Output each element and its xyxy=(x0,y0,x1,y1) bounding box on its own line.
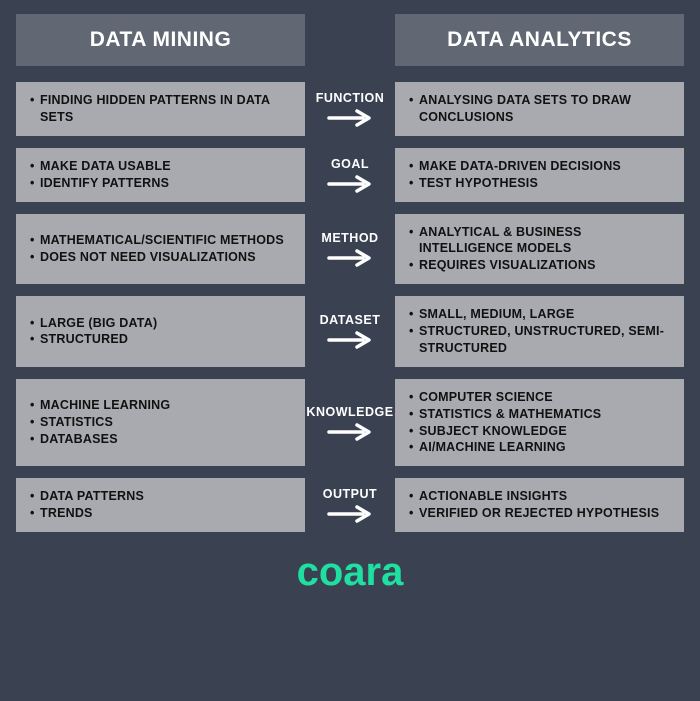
comparison-row: MATHEMATICAL/SCIENTIFIC METHODSDOES NOT … xyxy=(16,214,684,285)
bullet-item: DATA PATTERNS xyxy=(30,488,299,505)
right-cell: SMALL, MEDIUM, LARGESTRUCTURED, UNSTRUCT… xyxy=(395,296,684,367)
bullet-item: DATABASES xyxy=(30,431,299,448)
footer: coara xyxy=(16,550,684,595)
bullet-item: ACTIONABLE INSIGHTS xyxy=(409,488,678,505)
bullet-item: FINDING HIDDEN PATTERNS IN DATA SETS xyxy=(30,92,299,126)
right-cell: MAKE DATA-DRIVEN DECISIONSTEST HYPOTHESI… xyxy=(395,148,684,202)
left-column-header: DATA MINING xyxy=(16,14,305,66)
arrow-right-icon xyxy=(327,505,373,523)
right-cell: ANALYSING DATA SETS TO DRAW CONCLUSIONS xyxy=(395,82,684,136)
bullet-item: ANALYTICAL & BUSINESS INTELLIGENCE MODEL… xyxy=(409,224,678,258)
right-cell: COMPUTER SCIENCESTATISTICS & MATHEMATICS… xyxy=(395,379,684,467)
row-label: OUTPUT xyxy=(305,478,395,532)
row-label: KNOWLEDGE xyxy=(305,379,395,467)
arrow-right-icon xyxy=(327,109,373,127)
row-label: METHOD xyxy=(305,214,395,285)
comparison-row: MAKE DATA USABLEIDENTIFY PATTERNS GOAL MA… xyxy=(16,148,684,202)
category-label: KNOWLEDGE xyxy=(306,405,393,419)
left-cell: FINDING HIDDEN PATTERNS IN DATA SETS xyxy=(16,82,305,136)
arrow-right-icon xyxy=(327,175,373,193)
bullet-item: STRUCTURED, UNSTRUCTURED, SEMI-STRUCTURE… xyxy=(409,323,678,357)
bullet-item: VERIFIED OR REJECTED HYPOTHESIS xyxy=(409,505,678,522)
bullet-item: MACHINE LEARNING xyxy=(30,397,299,414)
category-label: DATASET xyxy=(320,313,381,327)
bullet-item: MATHEMATICAL/SCIENTIFIC METHODS xyxy=(30,232,299,249)
left-cell: MAKE DATA USABLEIDENTIFY PATTERNS xyxy=(16,148,305,202)
left-cell: MACHINE LEARNINGSTATISTICSDATABASES xyxy=(16,379,305,467)
row-label: GOAL xyxy=(305,148,395,202)
row-label: FUNCTION xyxy=(305,82,395,136)
bullet-item: IDENTIFY PATTERNS xyxy=(30,175,299,192)
bullet-item: MAKE DATA USABLE xyxy=(30,158,299,175)
arrow-right-icon xyxy=(327,423,373,441)
brand-logo: coara xyxy=(297,550,404,594)
bullet-item: MAKE DATA-DRIVEN DECISIONS xyxy=(409,158,678,175)
category-label: GOAL xyxy=(331,157,369,171)
left-cell: DATA PATTERNSTRENDS xyxy=(16,478,305,532)
right-cell: ANALYTICAL & BUSINESS INTELLIGENCE MODEL… xyxy=(395,214,684,285)
bullet-item: TRENDS xyxy=(30,505,299,522)
bullet-item: ANALYSING DATA SETS TO DRAW CONCLUSIONS xyxy=(409,92,678,126)
row-label: DATASET xyxy=(305,296,395,367)
category-label: METHOD xyxy=(321,231,378,245)
bullet-item: DOES NOT NEED VISUALIZATIONS xyxy=(30,249,299,266)
bullet-item: TEST HYPOTHESIS xyxy=(409,175,678,192)
arrow-right-icon xyxy=(327,331,373,349)
comparison-row: FINDING HIDDEN PATTERNS IN DATA SETS FUNC… xyxy=(16,82,684,136)
comparison-row: MACHINE LEARNINGSTATISTICSDATABASESKNOWL… xyxy=(16,379,684,467)
comparison-row: LARGE (BIG DATA)STRUCTURED DATASET SMALL,… xyxy=(16,296,684,367)
bullet-item: STRUCTURED xyxy=(30,331,299,348)
bullet-item: STATISTICS & MATHEMATICS xyxy=(409,406,678,423)
comparison-row: DATA PATTERNSTRENDS OUTPUT ACTIONABLE INS… xyxy=(16,478,684,532)
bullet-item: STATISTICS xyxy=(30,414,299,431)
comparison-rows: FINDING HIDDEN PATTERNS IN DATA SETS FUNC… xyxy=(16,82,684,532)
column-headers: DATA MINING DATA ANALYTICS xyxy=(16,14,684,66)
arrow-right-icon xyxy=(327,249,373,267)
bullet-item: AI/MACHINE LEARNING xyxy=(409,439,678,456)
category-label: OUTPUT xyxy=(323,487,377,501)
right-column-header: DATA ANALYTICS xyxy=(395,14,684,66)
bullet-item: SUBJECT KNOWLEDGE xyxy=(409,423,678,440)
category-label: FUNCTION xyxy=(316,91,385,105)
bullet-item: REQUIRES VISUALIZATIONS xyxy=(409,257,678,274)
left-cell: LARGE (BIG DATA)STRUCTURED xyxy=(16,296,305,367)
left-cell: MATHEMATICAL/SCIENTIFIC METHODSDOES NOT … xyxy=(16,214,305,285)
bullet-item: COMPUTER SCIENCE xyxy=(409,389,678,406)
bullet-item: LARGE (BIG DATA) xyxy=(30,315,299,332)
comparison-infographic: DATA MINING DATA ANALYTICS FINDING HIDDE… xyxy=(0,0,700,595)
bullet-item: SMALL, MEDIUM, LARGE xyxy=(409,306,678,323)
right-cell: ACTIONABLE INSIGHTSVERIFIED OR REJECTED … xyxy=(395,478,684,532)
